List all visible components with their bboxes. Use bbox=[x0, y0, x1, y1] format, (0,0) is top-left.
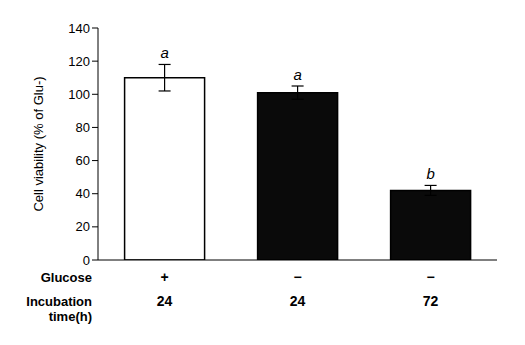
svg-text:+: + bbox=[160, 269, 168, 285]
svg-text:20: 20 bbox=[76, 219, 90, 234]
svg-text:80: 80 bbox=[76, 120, 90, 135]
svg-text:24: 24 bbox=[157, 293, 173, 309]
svg-text:60: 60 bbox=[76, 153, 90, 168]
svg-text:Glucose: Glucose bbox=[41, 270, 92, 285]
svg-text:b: b bbox=[426, 165, 434, 182]
svg-text:40: 40 bbox=[76, 186, 90, 201]
svg-text:Cell viability (% of Glu-): Cell viability (% of Glu-) bbox=[31, 76, 46, 211]
svg-text:−: − bbox=[293, 269, 301, 285]
svg-text:Incubationtime(h): Incubationtime(h) bbox=[26, 294, 92, 324]
svg-text:140: 140 bbox=[68, 21, 90, 36]
svg-text:24: 24 bbox=[290, 293, 306, 309]
svg-text:120: 120 bbox=[68, 54, 90, 69]
svg-text:100: 100 bbox=[68, 87, 90, 102]
svg-text:0: 0 bbox=[83, 253, 90, 268]
svg-text:−: − bbox=[426, 269, 434, 285]
svg-text:a: a bbox=[293, 66, 301, 83]
svg-text:a: a bbox=[160, 44, 168, 61]
svg-text:72: 72 bbox=[423, 293, 439, 309]
